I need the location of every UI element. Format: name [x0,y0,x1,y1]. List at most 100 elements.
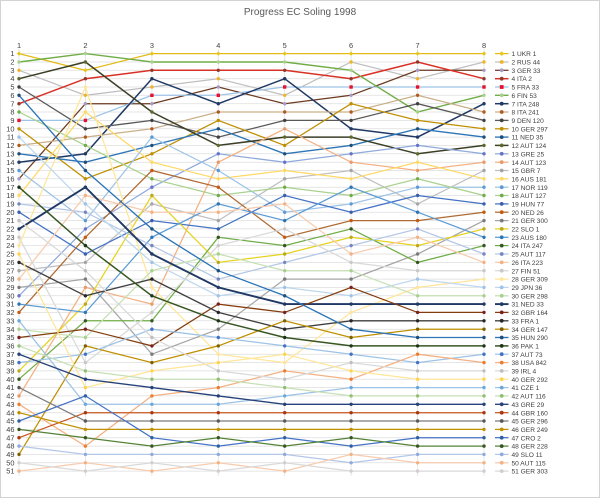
svg-text:39 IRL 4: 39 IRL 4 [512,369,537,376]
svg-text:28: 28 [6,275,14,284]
svg-text:32: 32 [6,308,14,317]
svg-text:37 AUT 73: 37 AUT 73 [512,352,543,359]
svg-text:50: 50 [6,458,14,467]
svg-text:6 FIN 53: 6 FIN 53 [512,93,538,100]
svg-text:8 ITA 241: 8 ITA 241 [512,110,540,117]
svg-text:1: 1 [17,41,21,50]
svg-text:20 NED 26: 20 NED 26 [512,210,545,217]
svg-text:36: 36 [6,342,14,351]
svg-text:3 GER 33: 3 GER 33 [512,68,541,75]
svg-text:46: 46 [6,425,14,434]
svg-text:20: 20 [6,208,14,217]
svg-text:Progress EC Soling 1998: Progress EC Soling 1998 [244,7,357,18]
svg-text:33 FRA 1: 33 FRA 1 [512,318,540,325]
svg-text:23: 23 [6,233,14,242]
svg-text:26 ITA 223: 26 ITA 223 [512,260,544,267]
svg-text:33: 33 [6,316,14,325]
svg-text:36 PAK 1: 36 PAK 1 [512,344,540,351]
svg-text:16: 16 [6,174,14,183]
svg-text:15 GBR 7: 15 GBR 7 [512,168,541,175]
svg-text:16 AUS 181: 16 AUS 181 [512,176,548,183]
svg-text:48 GER 228: 48 GER 228 [512,444,549,451]
svg-text:32 GBR 164: 32 GBR 164 [512,310,549,317]
svg-text:37: 37 [6,350,14,359]
svg-text:46 GER 249: 46 GER 249 [512,427,549,434]
svg-text:44: 44 [6,408,14,417]
svg-text:40: 40 [6,375,14,384]
svg-text:51 GER 303: 51 GER 303 [512,469,549,476]
svg-text:5 FRA 33: 5 FRA 33 [512,85,540,92]
svg-text:12: 12 [6,141,14,150]
svg-text:21: 21 [6,216,14,225]
svg-text:25 AUT 117: 25 AUT 117 [512,252,547,259]
svg-text:5: 5 [10,83,14,92]
svg-text:35: 35 [6,333,14,342]
svg-text:4: 4 [216,41,220,50]
svg-text:2: 2 [10,58,14,67]
svg-text:7: 7 [416,41,420,50]
svg-text:47 CRO 2: 47 CRO 2 [512,435,542,442]
svg-text:40 GER 292: 40 GER 292 [512,377,549,384]
svg-text:12 AUT 124: 12 AUT 124 [512,143,547,150]
svg-text:34 GER 147: 34 GER 147 [512,327,549,334]
svg-text:17: 17 [6,183,14,192]
svg-text:30 GER 298: 30 GER 298 [512,293,549,300]
svg-text:21 GER 300: 21 GER 300 [512,218,549,225]
svg-text:35 HUN 290: 35 HUN 290 [512,335,549,342]
svg-text:13: 13 [6,149,14,158]
svg-text:8: 8 [482,41,486,50]
svg-text:41: 41 [6,383,14,392]
svg-text:27 FIN 51: 27 FIN 51 [512,268,541,275]
svg-text:28 GER 309: 28 GER 309 [512,277,549,284]
svg-text:31 NED 33: 31 NED 33 [512,302,545,309]
svg-text:44 GBR 160: 44 GBR 160 [512,410,549,417]
svg-text:17 NOR 119: 17 NOR 119 [512,185,548,192]
svg-text:24: 24 [6,241,14,250]
svg-text:27: 27 [6,266,14,275]
svg-text:14: 14 [6,158,14,167]
svg-text:11: 11 [7,133,15,142]
svg-text:10 GER 297: 10 GER 297 [512,126,549,133]
svg-text:4 ITA 2: 4 ITA 2 [512,76,533,83]
svg-text:51: 51 [6,467,14,476]
svg-text:24 ITA 247: 24 ITA 247 [512,243,544,250]
svg-text:42 AUT 116: 42 AUT 116 [512,394,547,401]
svg-text:13 GRE 25: 13 GRE 25 [512,151,545,158]
svg-text:45 GER 296: 45 GER 296 [512,419,549,426]
svg-text:22 SLO 1: 22 SLO 1 [512,227,540,234]
svg-text:49: 49 [6,450,14,459]
svg-text:49 SLO 11: 49 SLO 11 [512,452,543,459]
svg-text:6: 6 [10,91,14,100]
svg-text:42: 42 [6,392,14,401]
svg-text:22: 22 [6,225,14,234]
svg-text:19: 19 [6,200,14,209]
svg-text:4: 4 [10,74,14,83]
svg-text:5: 5 [283,41,287,50]
svg-text:23 AUS 180: 23 AUS 180 [512,235,548,242]
svg-text:41 CZE 1: 41 CZE 1 [512,385,540,392]
svg-text:30: 30 [6,291,14,300]
svg-text:45: 45 [6,417,14,426]
svg-text:47: 47 [6,433,14,442]
svg-text:43 GRE 29: 43 GRE 29 [512,402,545,409]
svg-text:43: 43 [6,400,14,409]
svg-text:11 NED 35: 11 NED 35 [512,135,544,142]
svg-text:15: 15 [6,166,14,175]
svg-text:48: 48 [6,442,14,451]
svg-text:50 AUT 115: 50 AUT 115 [512,460,547,467]
svg-text:10: 10 [6,124,14,133]
svg-text:3: 3 [150,41,154,50]
svg-text:9 DEN 120: 9 DEN 120 [512,118,545,125]
svg-text:6: 6 [349,41,353,50]
svg-text:1: 1 [10,49,14,58]
svg-text:26: 26 [6,258,14,267]
svg-text:19 HUN 77: 19 HUN 77 [512,202,545,209]
svg-text:29 JPN 36: 29 JPN 36 [512,285,543,292]
svg-text:34: 34 [6,325,14,334]
svg-text:7: 7 [10,99,14,108]
svg-text:25: 25 [6,250,14,259]
svg-text:2 RUS 44: 2 RUS 44 [512,60,541,67]
svg-text:38: 38 [6,358,14,367]
svg-text:38 USA 842: 38 USA 842 [512,360,548,367]
svg-text:39: 39 [6,367,14,376]
